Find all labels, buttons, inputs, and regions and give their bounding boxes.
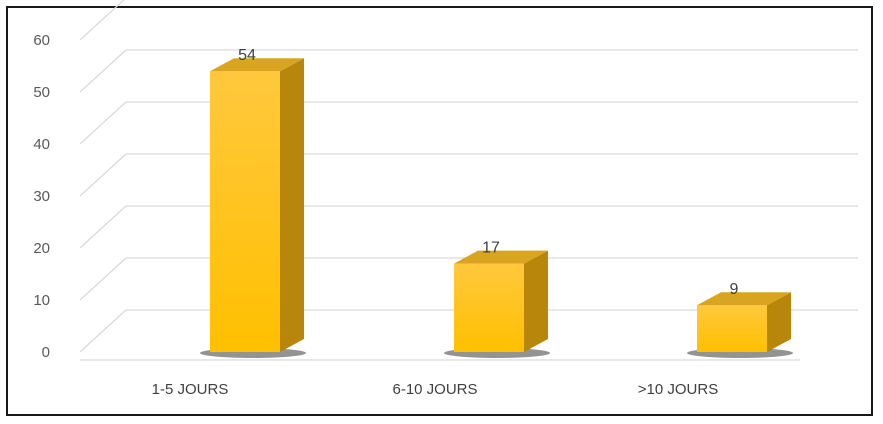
data-labels: 54 17 9 <box>238 47 738 298</box>
gridline-slant <box>79 49 127 93</box>
bar <box>210 71 280 352</box>
bar-top <box>210 58 304 72</box>
y-tick-label: 10 <box>33 292 50 309</box>
bar-top <box>454 250 548 264</box>
y-tick-label: 50 <box>33 84 50 101</box>
y-tick-label: 0 <box>42 344 50 361</box>
x-tick-label: 6-10 JOURS <box>392 381 477 398</box>
gridline-slant <box>79 309 127 353</box>
y-tick-label: 60 <box>33 32 50 49</box>
bar <box>697 305 767 352</box>
y-axis: 0 10 20 30 40 50 60 <box>33 32 50 361</box>
y-tick-label: 20 <box>33 240 50 257</box>
x-axis: 1-5 JOURS 6-10 JOURS >10 JOURS <box>152 381 719 398</box>
y-tick-label: 40 <box>33 136 50 153</box>
y-tick-label: 30 <box>33 188 50 205</box>
data-label: 17 <box>482 240 500 257</box>
data-label: 54 <box>238 47 256 64</box>
bar-side <box>280 58 304 352</box>
bar-top <box>697 292 791 306</box>
x-tick-label: >10 JOURS <box>638 381 718 398</box>
bars <box>200 58 793 358</box>
gridline-slant <box>79 0 125 41</box>
bar-side <box>524 250 548 352</box>
data-label: 9 <box>730 281 739 298</box>
gridline-slant <box>79 257 127 301</box>
bar <box>454 263 524 352</box>
gridline-slant <box>79 153 127 197</box>
x-tick-label: 1-5 JOURS <box>152 381 229 398</box>
gridline-slant <box>79 101 127 145</box>
gridline-slant <box>79 205 127 249</box>
bar-side <box>767 292 791 352</box>
